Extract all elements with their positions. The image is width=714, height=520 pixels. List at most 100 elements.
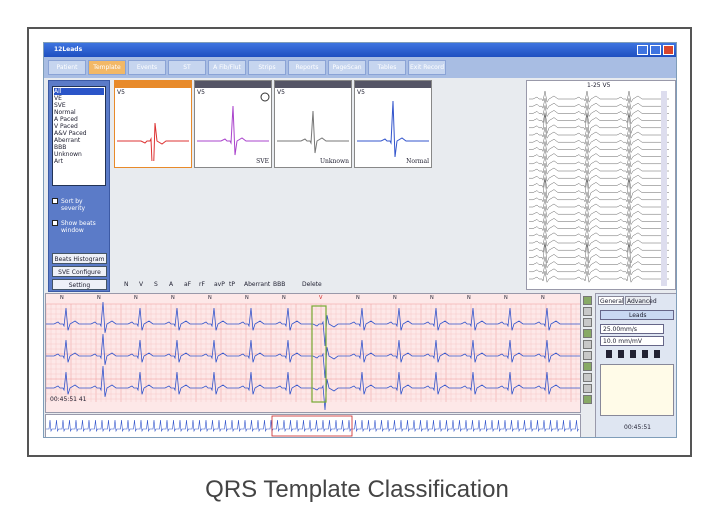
max-button[interactable] xyxy=(650,45,661,55)
filter-item[interactable]: A Paced xyxy=(54,116,78,123)
close-button[interactable] xyxy=(663,45,674,55)
dropdown[interactable]: 10.0 mm/mV xyxy=(600,336,664,346)
filter-item[interactable]: VE xyxy=(54,95,62,102)
playback-controls[interactable] xyxy=(606,350,666,358)
filter-item[interactable]: A&V Paced xyxy=(54,130,87,137)
tab[interactable]: Template xyxy=(88,60,126,75)
beat-label[interactable]: N xyxy=(245,295,249,301)
min-button[interactable] xyxy=(637,45,648,55)
beat-label[interactable]: N xyxy=(282,295,286,301)
template-header xyxy=(275,81,351,88)
tool-button[interactable] xyxy=(583,351,592,360)
filter-item[interactable]: Normal xyxy=(54,109,76,116)
tab[interactable]: Strips xyxy=(248,60,286,75)
button-label[interactable]: Beats Histogram xyxy=(54,256,105,263)
filter-item[interactable]: Art xyxy=(54,158,63,165)
template-lead[interactable]: V5 xyxy=(357,89,365,96)
tab[interactable]: ST xyxy=(168,60,206,75)
class-button[interactable]: N xyxy=(124,281,129,288)
tab[interactable]: Events xyxy=(128,60,166,75)
control-time[interactable]: 00:45:51 xyxy=(624,424,651,431)
template-label[interactable]: Normal xyxy=(406,158,429,165)
template-lead[interactable]: V5 xyxy=(277,89,285,96)
tool-button[interactable] xyxy=(583,307,592,316)
tool-button[interactable] xyxy=(583,362,592,371)
class-button[interactable]: V xyxy=(139,281,144,288)
caption: QRS Template Classification xyxy=(205,476,509,503)
checkbox-label[interactable]: Show beats window xyxy=(61,220,96,234)
beat-label[interactable]: N xyxy=(393,295,397,301)
class-button[interactable]: BBB xyxy=(273,281,286,288)
button-label[interactable]: SVE Configure xyxy=(58,269,101,276)
class-button[interactable]: S xyxy=(154,281,158,288)
tool-button[interactable] xyxy=(583,329,592,338)
ecg-time[interactable]: 00:45:51 41 xyxy=(50,396,87,403)
button-label[interactable]: Setting xyxy=(68,282,91,289)
class-button[interactable]: tP xyxy=(229,281,235,288)
class-button[interactable]: rF xyxy=(199,281,205,288)
beat-label[interactable]: N xyxy=(60,295,64,301)
tab[interactable]: PageScan xyxy=(328,60,366,75)
filter-item[interactable]: All xyxy=(54,88,104,95)
beat-label[interactable]: N xyxy=(356,295,360,301)
template-header xyxy=(355,81,431,88)
template-lead[interactable]: V5 xyxy=(117,89,125,96)
template-card[interactable]: V5 SVE xyxy=(194,80,272,168)
filter-item[interactable]: Aberrant xyxy=(54,137,81,144)
class-button[interactable]: Aberrant xyxy=(244,281,271,288)
class-button[interactable]: Delete xyxy=(302,281,322,288)
beat-label[interactable]: N xyxy=(208,295,212,301)
tool-button[interactable] xyxy=(583,318,592,327)
beat-label[interactable]: N xyxy=(504,295,508,301)
filter-item[interactable]: Unknown xyxy=(54,151,82,158)
tool-button[interactable] xyxy=(583,340,592,349)
template-card[interactable]: V5 Normal xyxy=(354,80,432,168)
template-label[interactable]: SVE xyxy=(256,158,269,165)
beat-label[interactable]: N xyxy=(97,295,101,301)
tool-button[interactable] xyxy=(583,395,592,404)
dropdown[interactable]: 25.00mm/s xyxy=(600,324,664,334)
beat-label[interactable]: N xyxy=(467,295,471,301)
beat-label[interactable]: V xyxy=(319,295,323,301)
button[interactable]: SVE Configure xyxy=(52,266,107,277)
tool-button[interactable] xyxy=(583,373,592,382)
filter-item[interactable]: BBB xyxy=(54,144,67,151)
control-tab[interactable]: Advanced xyxy=(625,296,657,305)
checkbox[interactable] xyxy=(52,198,58,204)
beat-label[interactable]: N xyxy=(541,295,545,301)
tab[interactable]: Exit Record xyxy=(408,60,446,75)
beat-label[interactable]: N xyxy=(171,295,175,301)
beat-label[interactable]: N xyxy=(134,295,138,301)
tool-button[interactable] xyxy=(583,384,592,393)
button[interactable]: Beats Histogram xyxy=(52,253,107,264)
checkbox[interactable] xyxy=(52,220,58,226)
control-tab-label[interactable]: Advanced xyxy=(627,298,657,305)
beat-label[interactable]: N xyxy=(430,295,434,301)
strip-trace xyxy=(529,220,669,233)
leads-button[interactable]: Leads xyxy=(600,310,674,320)
class-button[interactable]: avP xyxy=(214,281,225,288)
template-label[interactable]: Unknown xyxy=(319,158,349,165)
template-card[interactable]: V5 Unknown xyxy=(274,80,352,168)
leads-label[interactable]: Leads xyxy=(629,312,647,319)
button[interactable]: Setting xyxy=(52,279,107,290)
tab[interactable]: Tables xyxy=(368,60,406,75)
template-lead[interactable]: V5 xyxy=(197,89,205,96)
checkbox-label[interactable]: Sort by severity xyxy=(61,198,86,212)
filter-item[interactable]: V Paced xyxy=(54,123,78,130)
dropdown-value[interactable]: 25.00mm/s xyxy=(603,326,638,333)
control-tab-label[interactable]: General xyxy=(600,298,624,305)
tab[interactable]: Reports xyxy=(288,60,326,75)
class-button[interactable]: aF xyxy=(184,281,192,288)
tool-button[interactable] xyxy=(583,296,592,305)
template-card[interactable]: V5 xyxy=(114,80,192,168)
strip-title[interactable]: 1-25 V5 xyxy=(587,82,611,89)
tab[interactable]: A Fib/Flut xyxy=(208,60,246,75)
dropdown-value[interactable]: 10.0 mm/mV xyxy=(603,338,642,345)
class-button[interactable]: A xyxy=(169,281,174,288)
control-tab[interactable]: General xyxy=(598,296,624,305)
tab[interactable]: Patient xyxy=(48,60,86,75)
filter-item[interactable]: SVE xyxy=(54,102,66,109)
strip-trace xyxy=(529,256,669,269)
